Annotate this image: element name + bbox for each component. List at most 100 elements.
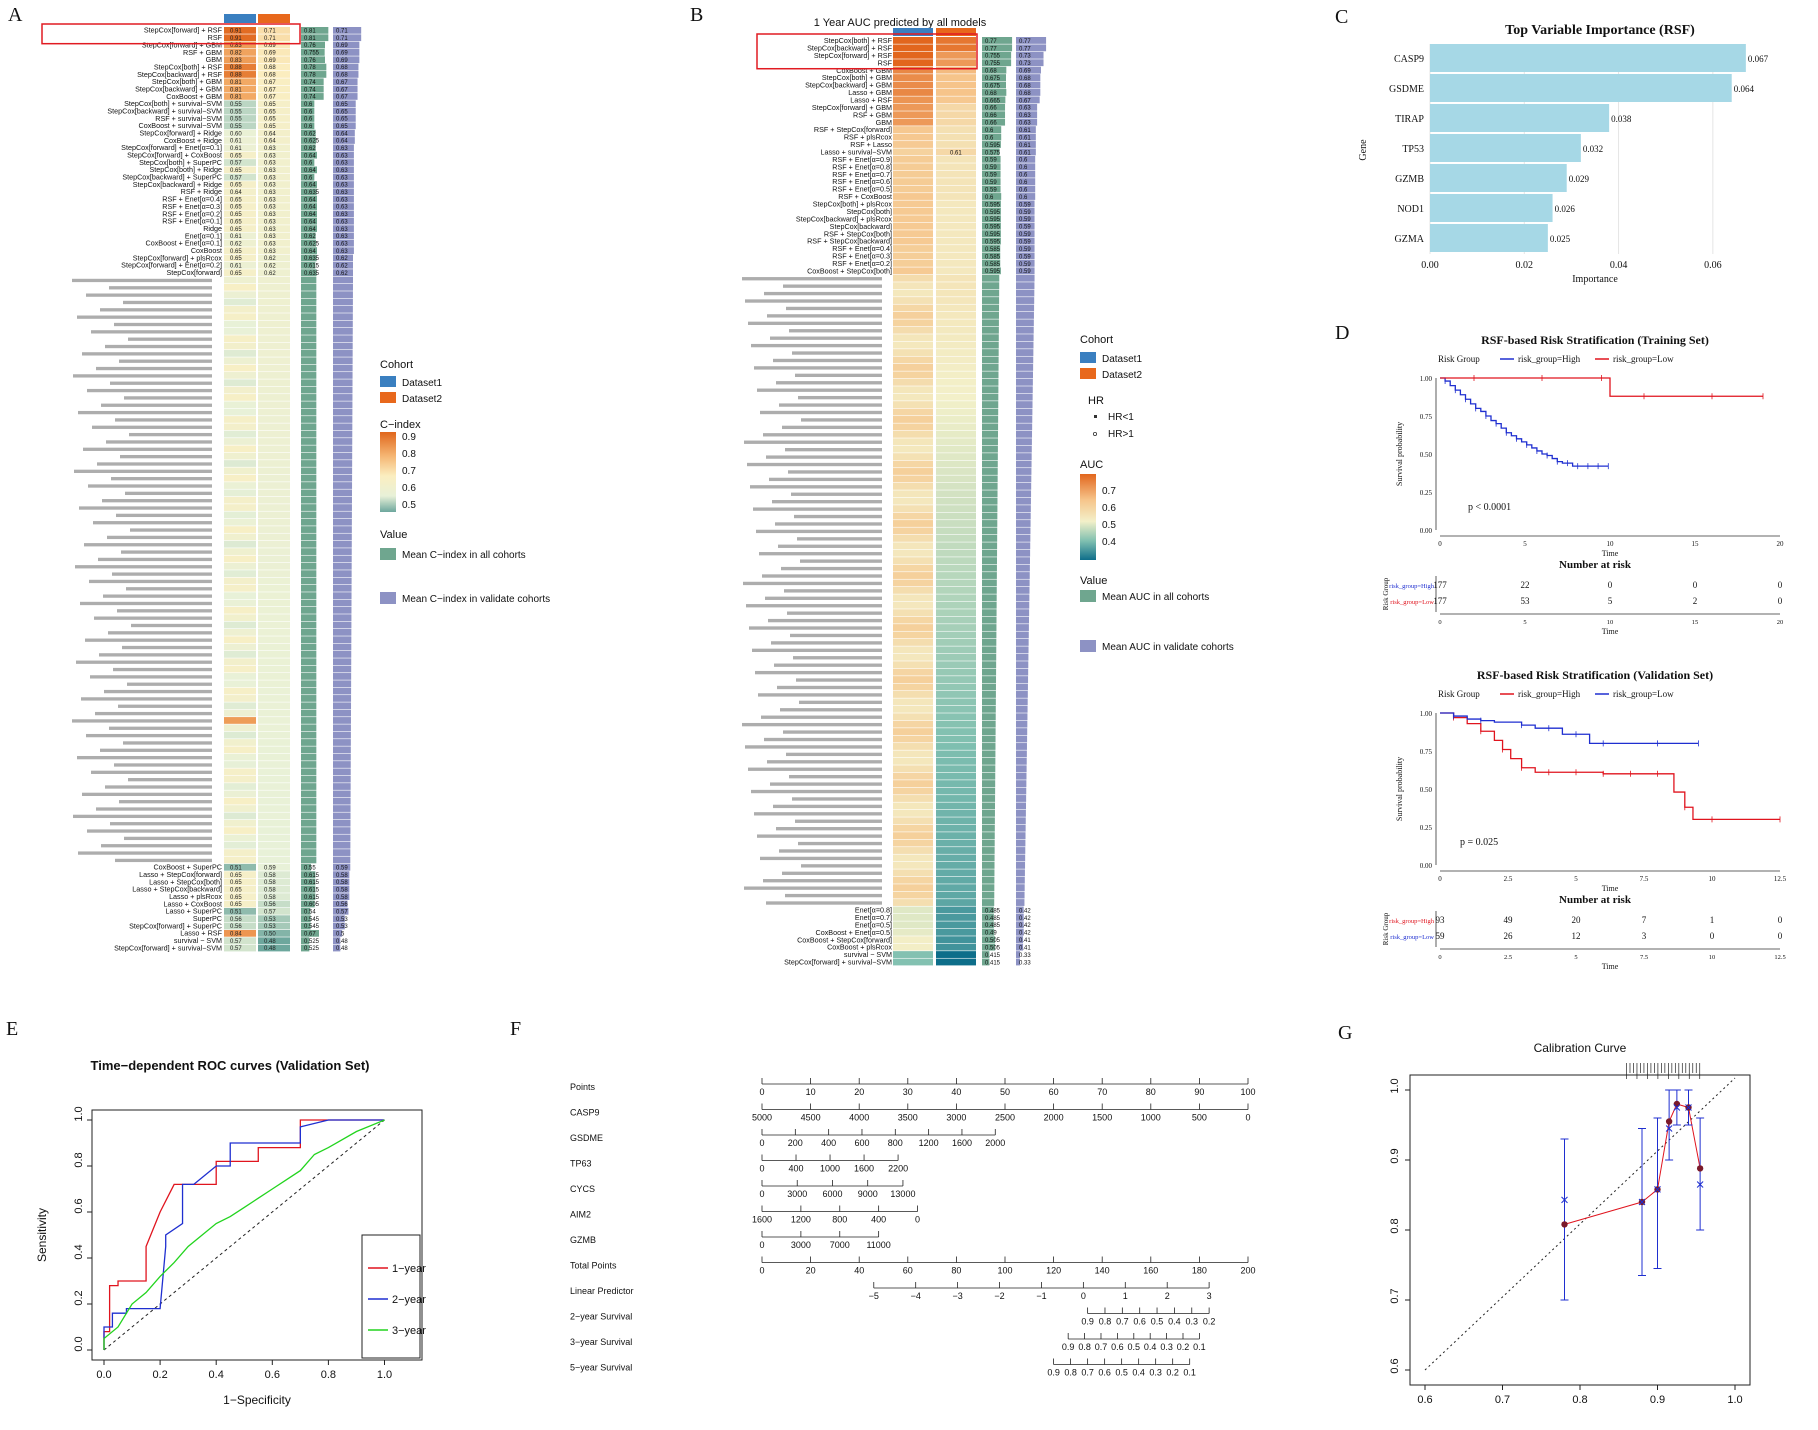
cell-dataset1	[224, 195, 256, 203]
bar-mean-all	[982, 89, 1007, 96]
cell-value: 0.68	[264, 65, 276, 71]
cell-dataset1	[893, 445, 933, 453]
bar-mean-val	[1016, 594, 1030, 602]
model-label-placeholder	[769, 477, 882, 482]
nomogram-tick-label: 0.9	[1081, 1317, 1094, 1327]
cell-value: 0.57	[230, 946, 242, 952]
bar-mean-val	[1016, 757, 1027, 765]
y-tick: 0.6	[73, 1198, 85, 1213]
bar-mean-all	[982, 319, 999, 327]
model-label-placeholder	[128, 778, 212, 782]
bar-mean-val	[333, 768, 351, 776]
model-label-placeholder	[744, 886, 882, 890]
x-tick: 0.6	[1417, 1394, 1432, 1406]
cell-value: 0.63	[264, 168, 276, 174]
model-label: CoxBoost + GBM	[166, 92, 222, 101]
model-label: RSF + GBM	[183, 48, 222, 57]
cell-dataset2	[258, 540, 290, 548]
model-label-placeholder	[105, 785, 212, 789]
bar-mean-val	[333, 423, 353, 431]
cell-dataset1	[224, 526, 256, 533]
cell-dataset2	[936, 51, 976, 59]
model-label: RSF + Enet[α=0.4]	[832, 244, 892, 253]
bar-value: 0.59	[985, 158, 997, 164]
cell-dataset2	[258, 797, 290, 805]
bar-value: 0.63	[336, 227, 348, 233]
bar-value: 0.78	[304, 73, 316, 79]
bar-mean-val	[333, 452, 353, 460]
cell-dataset1	[224, 85, 256, 93]
cell-dataset1	[224, 460, 256, 467]
cell-dataset2	[258, 239, 290, 247]
bar-mean-all	[982, 520, 998, 527]
bar-mean-all	[982, 274, 1000, 282]
bar-value: 0.64	[304, 183, 316, 189]
cell-dataset2	[936, 259, 976, 267]
risk-row-label: risk_group=Low	[1390, 934, 1434, 941]
ideal-line	[1424, 1077, 1736, 1371]
bar-mean-val	[333, 871, 350, 878]
model-label-placeholder	[85, 638, 212, 642]
bar-mean-all	[982, 304, 1000, 312]
model-label: CoxBoost + survival−SVM	[139, 121, 223, 130]
cell-dataset1	[224, 225, 256, 232]
model-label-placeholder	[755, 670, 882, 675]
bar-value: 0.68	[1019, 83, 1031, 89]
bar-value: 0.59	[985, 180, 997, 186]
bar-mean-val	[1016, 416, 1033, 423]
model-label-placeholder	[72, 278, 212, 283]
bar-mean-all	[982, 497, 998, 505]
chart-title: Top Variable Importance (RSF)	[1505, 23, 1695, 38]
cell-dataset2	[936, 594, 976, 602]
model-label-placeholder	[98, 557, 212, 562]
model-label-placeholder	[794, 514, 882, 519]
cell-dataset1	[893, 267, 933, 275]
bar-mean-val	[1016, 349, 1034, 356]
cell-dataset1	[224, 504, 256, 511]
model-label-placeholder	[757, 388, 882, 392]
y-tick: 0.8	[1389, 1218, 1401, 1233]
bar-mean-val	[1016, 304, 1035, 312]
model-label-placeholder	[81, 697, 212, 701]
cell-value: 0.71	[264, 29, 276, 35]
bar-value: 0.675	[985, 83, 1001, 89]
model-label: StepCox[forward] + RSF	[144, 26, 223, 35]
cell-dataset2	[258, 562, 290, 570]
bar-mean-val	[1016, 207, 1035, 215]
bar-value: 0.625	[304, 241, 320, 247]
cell-dataset2	[936, 401, 976, 408]
cell-dataset2	[258, 394, 290, 401]
cell-dataset1	[893, 572, 933, 579]
cell-dataset2	[258, 188, 290, 196]
bar-mean-all	[982, 943, 996, 951]
legend-title: Value	[1080, 575, 1107, 587]
bar-mean-all	[301, 195, 317, 203]
model-label-placeholder	[746, 604, 882, 608]
bar-value: 0.53	[336, 924, 348, 930]
model-label-placeholder	[781, 566, 882, 571]
bar-mean-all	[982, 854, 995, 862]
bar-value: 0.74	[304, 80, 316, 86]
bar-mean-all	[982, 572, 997, 579]
model-label-placeholder	[96, 807, 212, 811]
model-label: Lasso + RSF	[180, 929, 222, 938]
cell-dataset1	[224, 753, 256, 761]
bar-value: 0.63	[336, 146, 348, 152]
legend-swatch	[1080, 640, 1096, 652]
x-tick: 5	[1523, 540, 1527, 548]
cell-dataset2	[936, 453, 976, 461]
bar-mean-val	[333, 408, 353, 416]
cell-dataset2	[258, 731, 290, 739]
bar-mean-all	[301, 225, 317, 232]
model-label-placeholder	[127, 682, 212, 686]
cell-dataset2	[936, 906, 976, 914]
bar-value: 0.5	[336, 932, 345, 938]
cell-dataset2	[258, 379, 290, 387]
cell-value: 0.63	[264, 234, 276, 240]
cell-dataset2	[258, 724, 290, 732]
bar-mean-all	[301, 606, 317, 614]
bar-mean-all	[301, 511, 317, 519]
cell-dataset1	[893, 609, 933, 617]
cell-dataset1	[224, 724, 256, 732]
